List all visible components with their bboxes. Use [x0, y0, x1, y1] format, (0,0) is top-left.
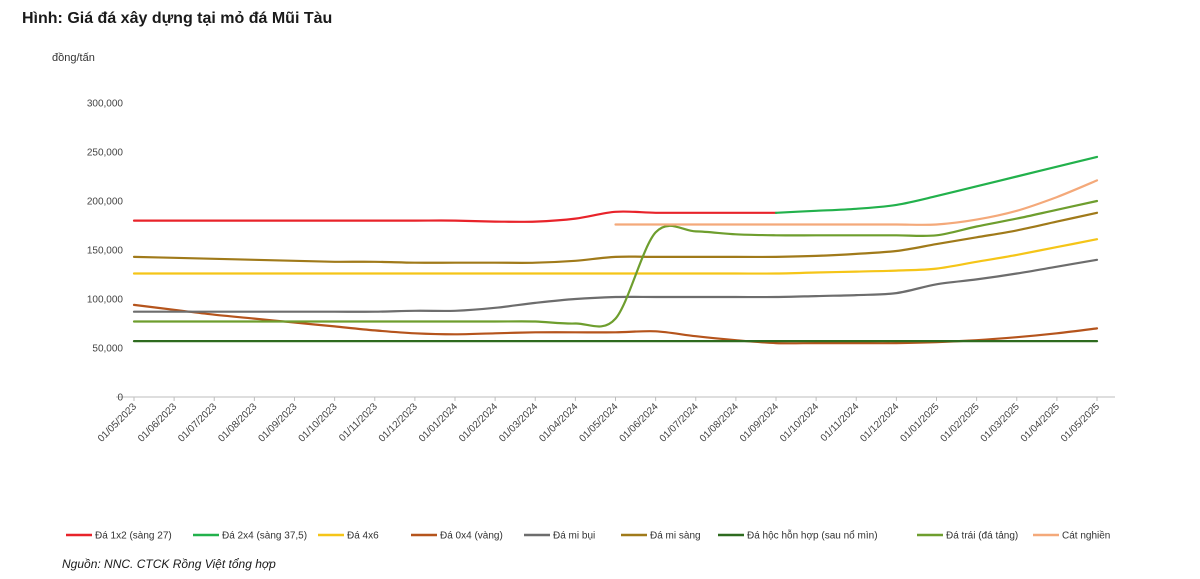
legend-label: Đá 2x4 (sàng 37,5)	[222, 531, 307, 542]
x-tick-label: 01/05/2025	[1059, 401, 1102, 444]
series-line-8	[132, 199, 1099, 328]
y-tick-label: 250,000	[87, 148, 124, 159]
x-tick-label: 01/04/2024	[537, 401, 580, 444]
x-tick-label: 01/04/2025	[1019, 401, 1062, 444]
legend-label: Đá hộc hỗn hợp (sau nổ mìn)	[747, 529, 878, 542]
x-tick-label: 01/02/2025	[939, 401, 982, 444]
y-tick-label: 200,000	[87, 197, 124, 208]
series-line-3	[132, 238, 1099, 275]
x-tick-label: 01/11/2024	[819, 401, 862, 444]
y-tick-label: 100,000	[87, 295, 124, 306]
source-note: Nguồn: NNC. CTCK Rồng Việt tổng hợp	[62, 557, 276, 571]
x-tick-label: 01/05/2023	[96, 401, 139, 444]
y-tick-label: 0	[117, 393, 123, 404]
x-tick-label: 01/12/2024	[858, 401, 901, 444]
y-axis-unit-label: đồng/tấn	[52, 52, 95, 64]
x-tick-label: 01/08/2023	[216, 401, 259, 444]
x-tick-label: 01/09/2024	[738, 401, 781, 444]
legend-label: Đá 0x4 (vàng)	[440, 531, 503, 542]
chart-title: Hình: Giá đá xây dựng tại mỏ đá Mũi Tàu	[22, 10, 333, 27]
y-tick-label: 50,000	[92, 344, 123, 355]
x-tick-label: 01/11/2023	[337, 401, 380, 444]
x-tick-label: 01/05/2024	[577, 401, 620, 444]
x-tick-label: 01/09/2023	[256, 401, 299, 444]
x-tick-label: 01/08/2024	[698, 401, 741, 444]
x-tick-label: 01/12/2023	[377, 401, 420, 444]
x-tick-label: 01/01/2024	[417, 401, 460, 444]
x-tick-label: 01/10/2024	[778, 401, 821, 444]
y-tick-label: 150,000	[87, 246, 124, 257]
legend-label: Đá mi sàng	[650, 531, 701, 542]
legend-label: Đá 4x6	[347, 531, 379, 542]
x-tick-label: 01/10/2023	[297, 401, 340, 444]
x-tick-label: 01/07/2023	[176, 401, 219, 444]
x-tick-label: 01/06/2024	[618, 401, 661, 444]
series-line-5	[132, 258, 1099, 313]
series-line-1	[132, 210, 778, 223]
x-tick-label: 01/03/2025	[979, 401, 1022, 444]
axes: 0 50,000 100,000 150,000 200,000 250,000 300,0…	[87, 99, 1115, 445]
legend-label: Đá 1x2 (sàng 27)	[95, 531, 172, 542]
legend-label: Cát nghiền	[1062, 530, 1110, 542]
x-tick-label: 01/07/2024	[658, 401, 701, 444]
legend: Đá 1x2 (sàng 27) Đá 2x4 (sàng 37,5) Đá 4x6…	[66, 529, 1110, 542]
series-line-6	[132, 211, 1099, 264]
series-line-9	[614, 179, 1099, 226]
legend-label: Đá trái (đá tảng)	[946, 531, 1018, 542]
x-tick-label: 01/03/2024	[497, 401, 540, 444]
series-line-2	[774, 155, 1099, 214]
x-tick-label: 01/02/2024	[457, 401, 500, 444]
series-layer	[132, 155, 1099, 345]
x-tick-label: 01/01/2025	[898, 401, 941, 444]
y-tick-label: 300,000	[87, 99, 124, 110]
legend-label: Đá mi bụi	[553, 531, 595, 542]
x-tick-label: 01/06/2023	[136, 401, 179, 444]
